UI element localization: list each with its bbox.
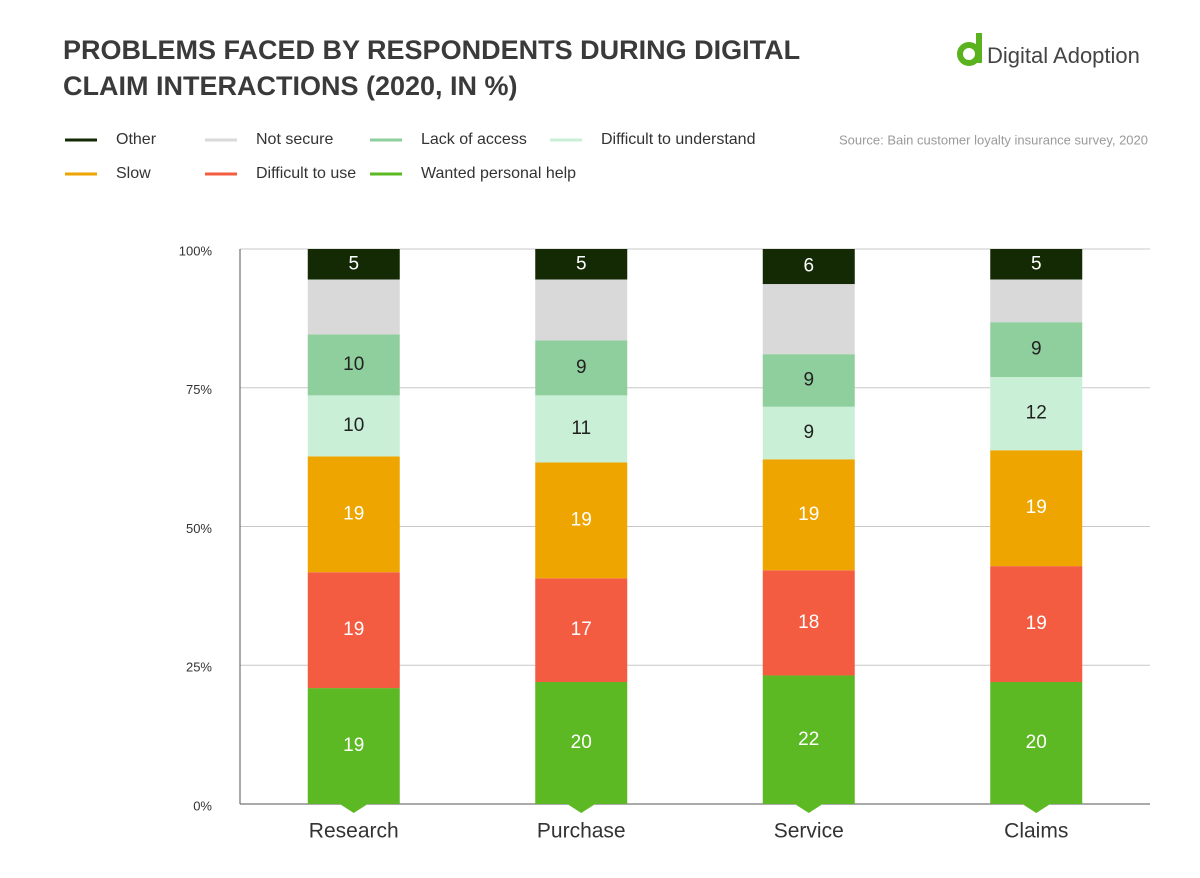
data-label: 19 (798, 504, 819, 525)
bar-segment (762, 459, 855, 571)
legend: Other Not secure Lack of access Difficult t… (65, 131, 755, 182)
y-tick-label: 25% (186, 660, 212, 675)
data-label: 5 (348, 253, 359, 274)
bar-segment (535, 340, 628, 396)
bar-segment (307, 249, 400, 280)
data-label: 18 (798, 612, 819, 633)
bar-segment (990, 682, 1083, 804)
bar-segment (535, 462, 628, 579)
data-label: 10 (343, 415, 364, 436)
bar-segment (762, 249, 855, 285)
data-label: 17 (571, 619, 592, 640)
y-tick-label: 0% (193, 798, 212, 813)
bar-segment (990, 249, 1083, 280)
bar-segment (762, 406, 855, 460)
bar-segment (990, 566, 1083, 683)
bar-pointer (1022, 804, 1051, 813)
bar-segment (535, 682, 628, 804)
logo-icon (957, 42, 981, 66)
plot: 0% 25% 50% 75% 100% 19 19 19 10 10 5 Research 20 17 19… (179, 243, 1150, 843)
data-label: 9 (803, 369, 814, 390)
data-label: 20 (571, 732, 592, 753)
bar-segment (990, 450, 1083, 567)
y-tick-label: 75% (186, 382, 212, 397)
bar-segment (762, 354, 855, 407)
data-label: 11 (571, 418, 591, 439)
bar-segment (535, 279, 628, 341)
bar-segment (307, 688, 400, 804)
data-label: 9 (1031, 339, 1042, 360)
data-label: 9 (803, 422, 814, 443)
bar-segment (307, 334, 400, 396)
y-tick-label: 50% (186, 521, 212, 536)
bar-segment (307, 279, 400, 335)
bar-segment (762, 284, 855, 355)
data-label: 22 (798, 729, 819, 750)
data-label: 19 (1026, 497, 1047, 518)
logo: Digital Adoption (957, 33, 1140, 68)
x-tick-label: Service (774, 820, 844, 843)
data-label: 19 (343, 735, 364, 756)
legend-label: Not secure (256, 131, 333, 148)
legend-label: Difficult to understand (601, 131, 755, 148)
data-label: 20 (1026, 732, 1047, 753)
logo-text: Digital Adoption (987, 43, 1140, 68)
chart-title-line-2: CLAIM INTERACTIONS (2020, IN %) (63, 71, 518, 101)
bar-segment (307, 456, 400, 573)
logo-icon-bar (976, 33, 982, 63)
bar-segment (762, 570, 855, 676)
bar-pointer (794, 804, 823, 813)
bar-segment (307, 572, 400, 689)
data-label: 5 (576, 253, 587, 274)
data-label: 19 (343, 619, 364, 640)
data-label: 10 (343, 354, 364, 375)
bar-pointer (339, 804, 368, 813)
data-label: 5 (1031, 253, 1042, 274)
data-label: 9 (576, 357, 587, 378)
x-tick-label: Purchase (537, 820, 626, 843)
bar-segment (990, 279, 1083, 323)
data-label: 12 (1026, 403, 1047, 424)
data-label: 6 (803, 256, 814, 277)
chart-title-line-1: PROBLEMS FACED BY RESPONDENTS DURING DIG… (63, 35, 800, 65)
bar-segment (307, 395, 400, 457)
bar-segment (535, 578, 628, 683)
x-tick-label: Research (309, 820, 399, 843)
bar-segment (762, 675, 855, 804)
bar-segment (535, 249, 628, 280)
legend-label: Slow (116, 165, 151, 182)
data-label: 19 (571, 509, 592, 530)
legend-label: Lack of access (421, 131, 527, 148)
source: Source: Bain customer loyalty insurance … (839, 132, 1148, 147)
legend-label: Wanted personal help (421, 165, 576, 182)
bar-segment (990, 322, 1083, 378)
legend-label: Difficult to use (256, 165, 356, 182)
x-tick-label: Claims (1004, 820, 1068, 843)
bar-segment (990, 377, 1083, 451)
y-tick-label: 100% (179, 243, 213, 258)
bar-segment (535, 395, 628, 463)
legend-label: Other (116, 131, 157, 148)
data-label: 19 (343, 503, 364, 524)
data-label: 19 (1026, 613, 1047, 634)
bar-pointer (567, 804, 596, 813)
